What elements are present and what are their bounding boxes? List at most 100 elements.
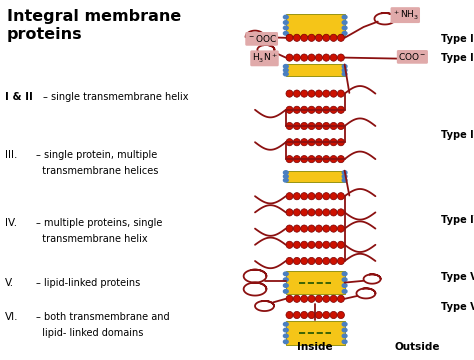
Ellipse shape <box>308 209 315 216</box>
Ellipse shape <box>323 241 330 248</box>
Circle shape <box>283 72 288 76</box>
Circle shape <box>342 68 347 72</box>
Circle shape <box>283 68 288 72</box>
Circle shape <box>283 278 288 282</box>
Ellipse shape <box>323 156 330 163</box>
Circle shape <box>342 175 347 178</box>
Ellipse shape <box>286 241 293 248</box>
Ellipse shape <box>301 257 308 265</box>
Ellipse shape <box>286 295 293 302</box>
Ellipse shape <box>301 34 308 41</box>
Text: VI.: VI. <box>5 312 18 322</box>
Text: Type II: Type II <box>441 53 474 63</box>
Ellipse shape <box>337 139 345 146</box>
Ellipse shape <box>337 156 345 163</box>
Ellipse shape <box>315 54 322 61</box>
Ellipse shape <box>315 311 322 319</box>
Ellipse shape <box>293 209 301 216</box>
Ellipse shape <box>330 295 337 302</box>
Ellipse shape <box>330 193 337 200</box>
Ellipse shape <box>315 106 322 113</box>
Circle shape <box>342 278 347 282</box>
Ellipse shape <box>286 90 293 97</box>
Ellipse shape <box>315 122 322 130</box>
Ellipse shape <box>315 34 322 41</box>
Ellipse shape <box>308 139 315 146</box>
Text: – both transmembrane and: – both transmembrane and <box>36 312 169 322</box>
Text: – single transmembrane helix: – single transmembrane helix <box>43 92 188 102</box>
Ellipse shape <box>337 106 345 113</box>
Ellipse shape <box>301 209 308 216</box>
Circle shape <box>342 272 347 276</box>
Ellipse shape <box>315 193 322 200</box>
Ellipse shape <box>286 122 293 130</box>
Ellipse shape <box>337 34 345 41</box>
Ellipse shape <box>337 54 345 61</box>
Ellipse shape <box>330 241 337 248</box>
Ellipse shape <box>286 257 293 265</box>
Ellipse shape <box>323 225 330 232</box>
Ellipse shape <box>293 257 301 265</box>
Ellipse shape <box>301 295 308 302</box>
Ellipse shape <box>286 139 293 146</box>
Text: lipid- linked domains: lipid- linked domains <box>36 328 143 338</box>
Circle shape <box>283 175 288 178</box>
Ellipse shape <box>337 295 345 302</box>
Ellipse shape <box>293 311 301 319</box>
Text: V.: V. <box>5 278 14 288</box>
Ellipse shape <box>308 54 315 61</box>
Ellipse shape <box>330 106 337 113</box>
Circle shape <box>283 334 288 338</box>
Bar <box>286 14 345 36</box>
Ellipse shape <box>315 257 322 265</box>
Ellipse shape <box>293 139 301 146</box>
Ellipse shape <box>337 122 345 130</box>
Circle shape <box>342 64 347 68</box>
Circle shape <box>283 64 288 68</box>
Ellipse shape <box>301 311 308 319</box>
Ellipse shape <box>308 311 315 319</box>
Ellipse shape <box>293 295 301 302</box>
Ellipse shape <box>315 90 322 97</box>
Circle shape <box>283 21 288 24</box>
Text: – single protein, multiple: – single protein, multiple <box>36 150 157 160</box>
Ellipse shape <box>330 54 337 61</box>
Text: Outside: Outside <box>394 342 440 352</box>
Circle shape <box>342 72 347 76</box>
Ellipse shape <box>315 139 322 146</box>
Ellipse shape <box>323 193 330 200</box>
Bar <box>286 171 345 182</box>
Circle shape <box>342 21 347 24</box>
Circle shape <box>283 15 288 19</box>
Ellipse shape <box>337 209 345 216</box>
Ellipse shape <box>308 106 315 113</box>
Ellipse shape <box>301 225 308 232</box>
Ellipse shape <box>315 241 322 248</box>
Circle shape <box>283 289 288 293</box>
Text: I & II: I & II <box>5 92 33 102</box>
Ellipse shape <box>323 122 330 130</box>
Text: COO$^-$: COO$^-$ <box>398 51 427 62</box>
Ellipse shape <box>337 225 345 232</box>
Ellipse shape <box>330 225 337 232</box>
Ellipse shape <box>293 90 301 97</box>
Text: $^-$OOC: $^-$OOC <box>246 33 277 44</box>
Ellipse shape <box>286 193 293 200</box>
Ellipse shape <box>330 90 337 97</box>
Circle shape <box>342 171 347 174</box>
Ellipse shape <box>323 139 330 146</box>
Bar <box>286 271 345 294</box>
Text: H$_3$N$^+$: H$_3$N$^+$ <box>252 52 277 65</box>
Ellipse shape <box>286 106 293 113</box>
Ellipse shape <box>337 193 345 200</box>
Text: Integral membrane
proteins: Integral membrane proteins <box>7 9 182 42</box>
Circle shape <box>342 323 347 326</box>
Circle shape <box>283 284 288 287</box>
Ellipse shape <box>301 54 308 61</box>
Ellipse shape <box>315 156 322 163</box>
Ellipse shape <box>315 295 322 302</box>
Circle shape <box>342 334 347 338</box>
Ellipse shape <box>301 241 308 248</box>
Ellipse shape <box>293 106 301 113</box>
Circle shape <box>283 171 288 174</box>
